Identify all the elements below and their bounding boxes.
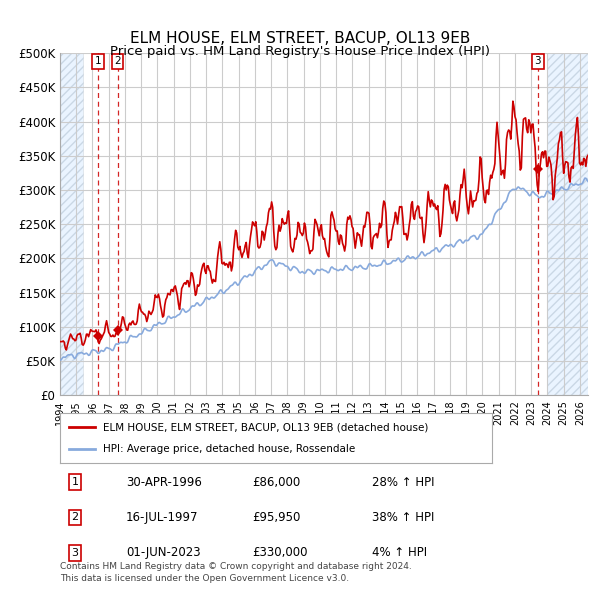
Bar: [547, 53, 588, 395]
Text: 28% ↑ HPI: 28% ↑ HPI: [372, 476, 434, 489]
Text: Contains HM Land Registry data © Crown copyright and database right 2024.
This d: Contains HM Land Registry data © Crown c…: [60, 562, 412, 583]
Text: ELM HOUSE, ELM STREET, BACUP, OL13 9EB: ELM HOUSE, ELM STREET, BACUP, OL13 9EB: [130, 31, 470, 46]
Text: HPI: Average price, detached house, Rossendale: HPI: Average price, detached house, Ross…: [103, 444, 355, 454]
Text: £86,000: £86,000: [252, 476, 300, 489]
Text: Price paid vs. HM Land Registry's House Price Index (HPI): Price paid vs. HM Land Registry's House …: [110, 45, 490, 58]
Text: 30-APR-1996: 30-APR-1996: [126, 476, 202, 489]
Text: 1: 1: [95, 56, 101, 66]
Text: 01-JUN-2023: 01-JUN-2023: [126, 546, 200, 559]
Text: 38% ↑ HPI: 38% ↑ HPI: [372, 511, 434, 524]
Bar: [60, 53, 83, 395]
Bar: [547, 53, 588, 395]
Text: 2: 2: [114, 56, 121, 66]
Text: 2: 2: [71, 513, 79, 522]
Text: £330,000: £330,000: [252, 546, 308, 559]
Text: 1: 1: [71, 477, 79, 487]
Text: 3: 3: [535, 56, 541, 66]
Text: 4% ↑ HPI: 4% ↑ HPI: [372, 546, 427, 559]
Bar: [60, 53, 83, 395]
Text: 16-JUL-1997: 16-JUL-1997: [126, 511, 199, 524]
Text: 3: 3: [71, 548, 79, 558]
Text: £95,950: £95,950: [252, 511, 301, 524]
Text: ELM HOUSE, ELM STREET, BACUP, OL13 9EB (detached house): ELM HOUSE, ELM STREET, BACUP, OL13 9EB (…: [103, 422, 428, 432]
